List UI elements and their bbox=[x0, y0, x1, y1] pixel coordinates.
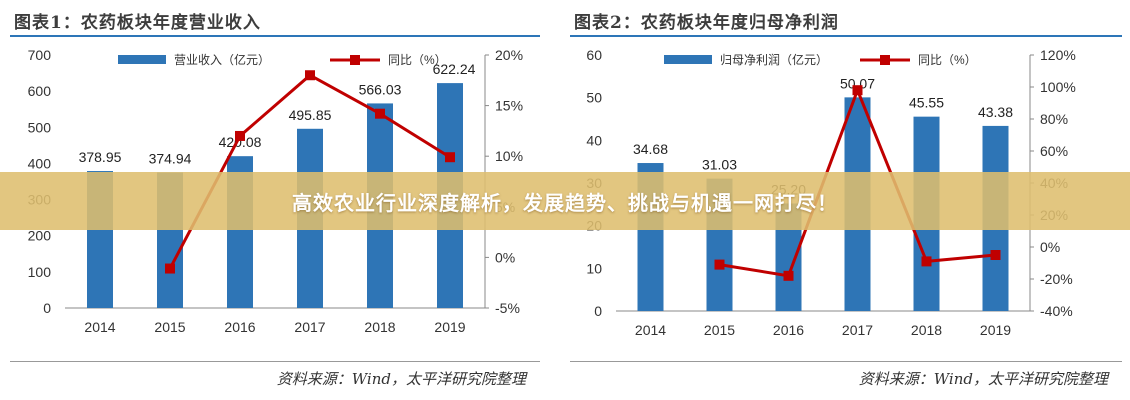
bar-data-label: 566.03 bbox=[359, 81, 402, 97]
y-tick-label-left: 0 bbox=[43, 300, 51, 316]
bar-data-label: 622.24 bbox=[433, 61, 476, 77]
y-tick-label-right: 20% bbox=[495, 47, 523, 63]
x-tick-label: 2018 bbox=[364, 319, 395, 335]
x-tick-label: 2015 bbox=[704, 322, 735, 338]
y-tick-label-right: -5% bbox=[495, 300, 520, 316]
legend-bar-swatch bbox=[664, 55, 712, 64]
x-tick-label: 2019 bbox=[980, 322, 1011, 338]
bar-data-label: 45.55 bbox=[909, 95, 944, 111]
bar-data-label: 420.08 bbox=[219, 134, 262, 150]
y-tick-label-right: 80% bbox=[1040, 111, 1068, 127]
yoy-point bbox=[852, 85, 863, 96]
bar-data-label: 374.94 bbox=[149, 150, 192, 166]
y-tick-label-left: 500 bbox=[28, 119, 52, 135]
y-tick-label-right: 120% bbox=[1040, 47, 1076, 63]
y-tick-label-left: 50 bbox=[586, 90, 602, 106]
legend-bar-swatch bbox=[118, 55, 166, 64]
yoy-point bbox=[714, 259, 725, 270]
bar-data-label: 50.07 bbox=[840, 75, 875, 91]
legend-line-label: 同比（%） bbox=[918, 53, 977, 67]
bar-data-label: 495.85 bbox=[289, 107, 332, 123]
yoy-point bbox=[165, 263, 175, 274]
yoy-point bbox=[375, 108, 385, 119]
x-tick-label: 2017 bbox=[842, 322, 873, 338]
y-tick-label-left: 100 bbox=[28, 264, 52, 280]
yoy-point bbox=[305, 70, 315, 81]
yoy-point bbox=[235, 130, 245, 141]
legend-bar-label: 营业收入（亿元） bbox=[174, 52, 270, 67]
source-rule bbox=[10, 361, 540, 362]
yoy-point bbox=[990, 250, 1001, 260]
x-tick-label: 2015 bbox=[154, 319, 185, 335]
title-rule bbox=[10, 35, 540, 37]
y-tick-label-left: 40 bbox=[586, 132, 602, 148]
x-tick-label: 2018 bbox=[911, 322, 942, 338]
yoy-point bbox=[783, 270, 794, 281]
y-tick-label-right: 10% bbox=[495, 148, 523, 164]
x-tick-label: 2014 bbox=[635, 322, 666, 338]
y-tick-label-right: 0% bbox=[1040, 239, 1060, 255]
source-note: 资料来源：Wind，太平洋研究院整理 bbox=[858, 370, 1108, 388]
bar-data-label: 378.95 bbox=[79, 149, 122, 165]
y-tick-label-right: -40% bbox=[1040, 303, 1073, 319]
x-tick-label: 2016 bbox=[224, 319, 255, 335]
title-rule bbox=[570, 35, 1122, 37]
y-tick-label-right: 60% bbox=[1040, 143, 1068, 159]
banner-text: 高效农业行业深度解析，发展趋势、挑战与机遇一网打尽！ bbox=[292, 190, 838, 215]
y-tick-label-left: 200 bbox=[28, 228, 52, 244]
y-tick-label-right: 15% bbox=[495, 98, 523, 114]
y-tick-label-left: 400 bbox=[28, 155, 52, 171]
y-tick-label-right: -20% bbox=[1040, 271, 1073, 287]
y-tick-label-right: 0% bbox=[495, 249, 515, 265]
y-tick-label-left: 0 bbox=[594, 303, 602, 319]
legend-bar-label: 归母净利润（亿元） bbox=[720, 52, 828, 67]
y-tick-label-left: 600 bbox=[28, 83, 52, 99]
legend-line-marker bbox=[880, 55, 890, 65]
yoy-point bbox=[921, 256, 932, 267]
bar-data-label: 31.03 bbox=[702, 157, 737, 173]
source-rule bbox=[570, 361, 1122, 362]
yoy-point bbox=[445, 152, 455, 163]
bar-data-label: 43.38 bbox=[978, 104, 1013, 120]
legend-line-label: 同比（%） bbox=[388, 53, 447, 67]
x-tick-label: 2019 bbox=[434, 319, 465, 335]
headline-banner: 高效农业行业深度解析，发展趋势、挑战与机遇一网打尽！ bbox=[0, 172, 1130, 230]
chart-title: 图表2：农药板块年度归母净利润 bbox=[574, 13, 839, 33]
y-tick-label-left: 60 bbox=[586, 47, 602, 63]
x-tick-label: 2014 bbox=[84, 319, 115, 335]
bar-data-label: 34.68 bbox=[633, 141, 668, 157]
x-tick-label: 2017 bbox=[294, 319, 325, 335]
chart-title: 图表1：农药板块年度营业收入 bbox=[14, 13, 261, 33]
y-tick-label-right: 100% bbox=[1040, 79, 1076, 95]
legend-line-marker bbox=[350, 55, 360, 65]
y-tick-label-left: 700 bbox=[28, 47, 52, 63]
source-note: 资料来源：Wind，太平洋研究院整理 bbox=[276, 370, 526, 388]
y-tick-label-left: 10 bbox=[586, 260, 602, 276]
x-tick-label: 2016 bbox=[773, 322, 804, 338]
